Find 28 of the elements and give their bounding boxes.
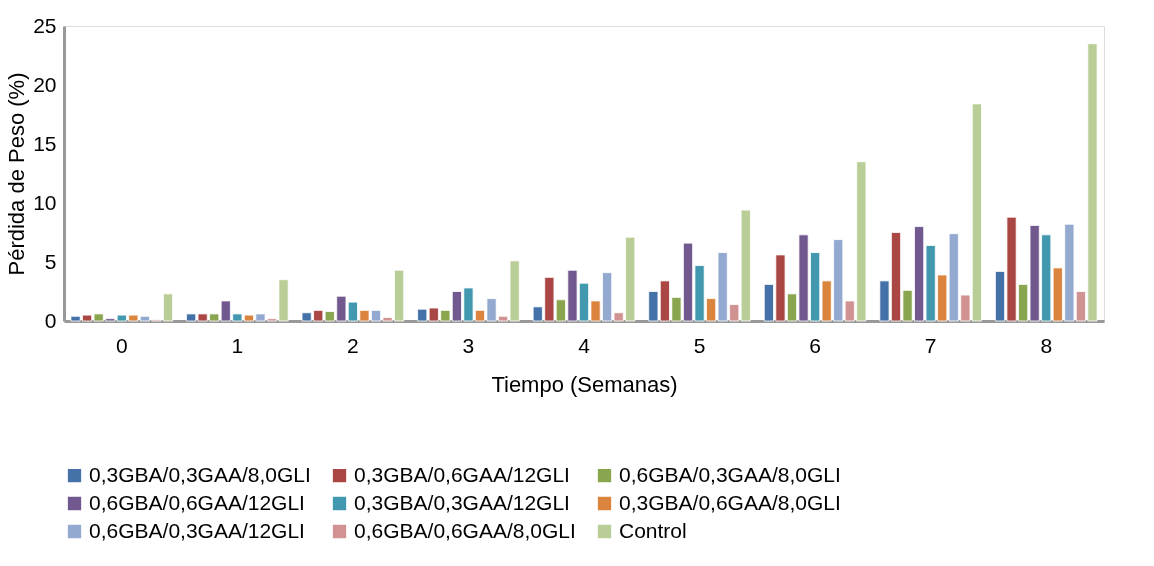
x-tick-label: 7 [924, 333, 937, 357]
y-tick-label: 0 [44, 308, 57, 332]
bar [417, 308, 428, 322]
legend-label: 0,3GBA/0,6GAA/12GLI [354, 462, 570, 486]
x-axis-title: Tiempo (Semanas) [491, 371, 678, 397]
y-tick-label: 25 [33, 13, 57, 37]
x-tick-label: 2 [347, 333, 359, 357]
bar [740, 209, 751, 322]
y-tick-label: 15 [33, 131, 57, 155]
legend-label: 0,3GBA/0,3GAA/12GLI [354, 490, 570, 514]
x-tick-label: 5 [693, 333, 706, 357]
y-tick-label: 5 [44, 249, 57, 273]
legend-label: 0,3GBA/0,6GAA/8,0GLI [619, 490, 841, 514]
legend-label: Control [619, 518, 687, 542]
x-tick-label: 6 [809, 333, 821, 357]
x-tick-label: 1 [231, 333, 244, 357]
x-tick-label: 8 [1040, 333, 1053, 357]
legend-label: 0,6GBA/0,3GAA/12GLI [89, 518, 305, 542]
x-tick-label: 3 [462, 333, 475, 357]
x-tick-label: 0 [115, 333, 128, 357]
y-tick-label: 10 [33, 190, 57, 214]
legend-label: 0,6GBA/0,3GAA/8,0GLI [619, 462, 841, 486]
legend-label: 0,3GBA/0,3GAA/8,0GLI [89, 462, 311, 486]
y-tick-label: 20 [33, 72, 57, 96]
x-tick-label: 4 [578, 333, 591, 357]
legend-label: 0,6GBA/0,6GAA/12GLI [89, 490, 305, 514]
y-axis-title: Pérdida de Peso (%) [4, 72, 30, 276]
legend-label: 0,6GBA/0,6GAA/8,0GLI [354, 518, 576, 542]
